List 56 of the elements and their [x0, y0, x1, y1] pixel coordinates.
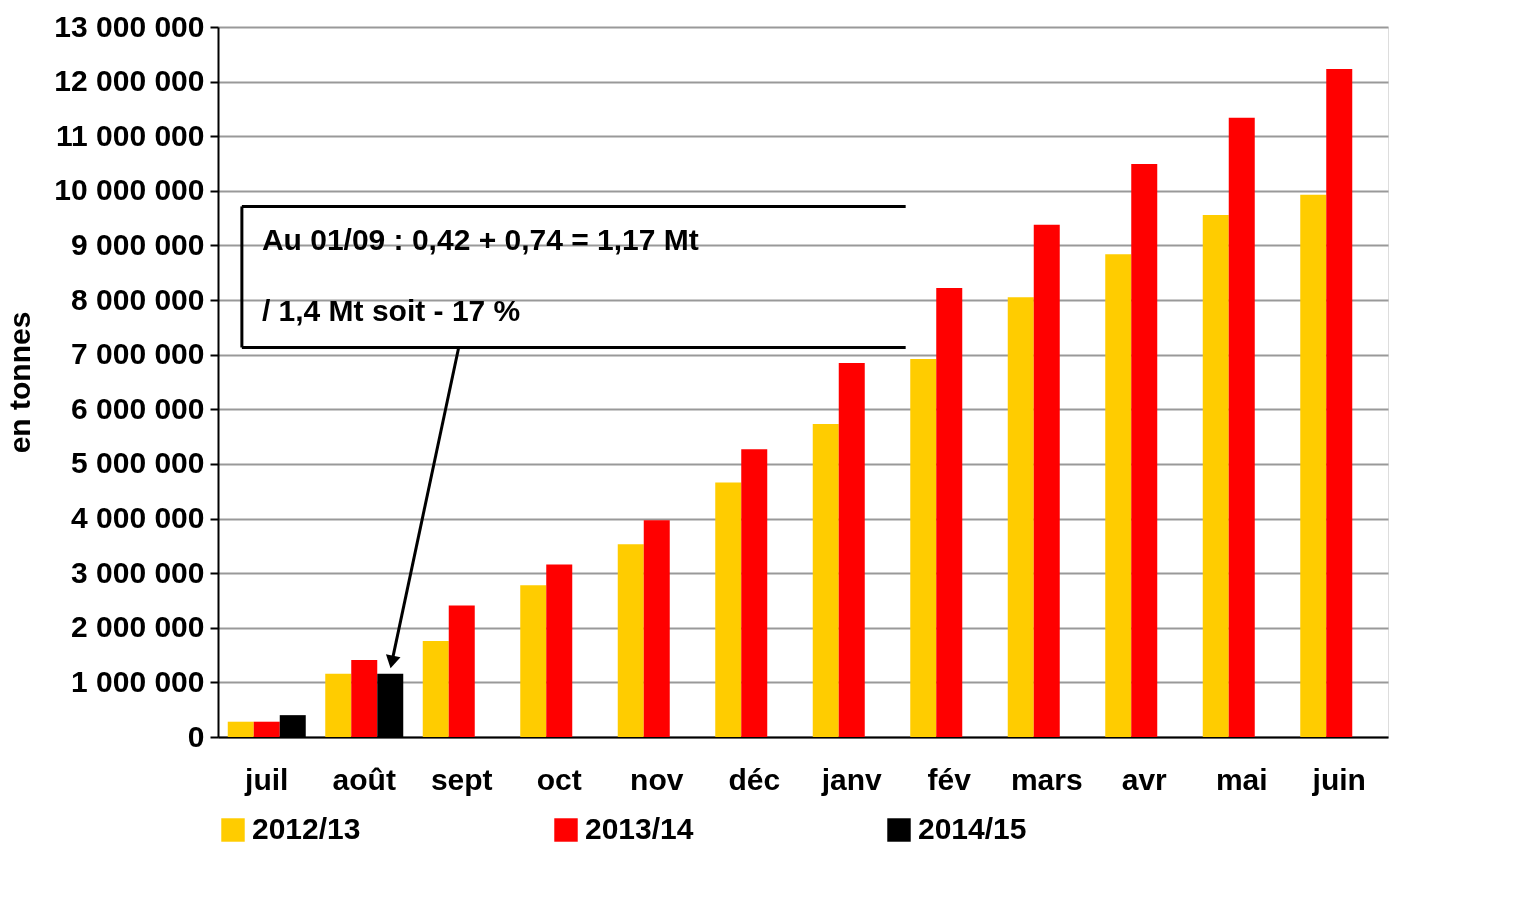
y-axis-title: en tonnes — [3, 311, 37, 454]
y-tick-label: 2 000 000 — [71, 610, 205, 644]
bar — [715, 482, 742, 737]
y-tick-label: 10 000 000 — [54, 173, 205, 207]
bar — [1202, 214, 1229, 737]
x-tick-label: nov — [630, 762, 684, 796]
bar — [1326, 69, 1353, 737]
annotation: / 1,4 Mt soit - 17 % — [261, 293, 521, 327]
y-tick-label: 5 000 000 — [71, 446, 205, 480]
bar — [1228, 117, 1255, 737]
x-tick-label: fév — [927, 762, 972, 796]
y-tick-label: 11 000 000 — [56, 118, 205, 152]
x-tick-label: mai — [1215, 762, 1268, 796]
bar — [325, 673, 352, 737]
bar — [520, 585, 547, 737]
x-tick-label: avr — [1121, 762, 1168, 796]
y-tick-label: 6 000 000 — [71, 391, 205, 425]
legend-label: 2012/13 — [252, 812, 361, 845]
x-tick-label: sept — [430, 762, 493, 796]
annotation: Au 01/09 : 0,42 + 0,74 = 1,17 Mt — [261, 222, 699, 256]
bar — [812, 424, 839, 737]
bar — [1131, 164, 1158, 737]
legend-label: 2014/15 — [918, 812, 1027, 845]
bar — [253, 721, 280, 737]
y-tick-label: 12 000 000 — [54, 64, 205, 98]
legend-label: 2013/14 — [585, 812, 694, 845]
bar — [546, 564, 573, 737]
x-tick-label: déc — [728, 762, 781, 796]
x-tick-label: oct — [536, 762, 582, 796]
x-tick-label: juin — [1311, 762, 1366, 796]
y-tick-label: 3 000 000 — [71, 555, 205, 589]
y-tick-label: 4 000 000 — [71, 501, 205, 535]
bar — [910, 359, 937, 737]
bar — [643, 520, 670, 737]
y-tick-label: 13 000 000 — [54, 9, 205, 43]
y-tick-label: 7 000 000 — [71, 337, 205, 371]
bar — [1300, 194, 1327, 737]
bar — [1007, 297, 1034, 737]
bar — [838, 362, 865, 737]
bar — [422, 640, 449, 737]
y-tick-label: 1 000 000 — [71, 664, 205, 698]
x-tick-label: août — [332, 762, 396, 796]
bar — [227, 721, 254, 737]
y-tick-label: 8 000 000 — [71, 282, 205, 316]
bar — [936, 288, 963, 737]
bar — [617, 544, 644, 737]
bar — [448, 605, 475, 737]
x-tick-label: juil — [244, 762, 289, 796]
bar — [1033, 224, 1060, 737]
bar — [1105, 254, 1132, 737]
x-tick-label: janv — [820, 762, 883, 796]
y-tick-label: 9 000 000 — [71, 227, 205, 261]
y-tick-label: 0 — [187, 719, 205, 753]
bar — [351, 659, 378, 737]
bar — [741, 449, 768, 737]
x-tick-label: mars — [1010, 762, 1083, 796]
